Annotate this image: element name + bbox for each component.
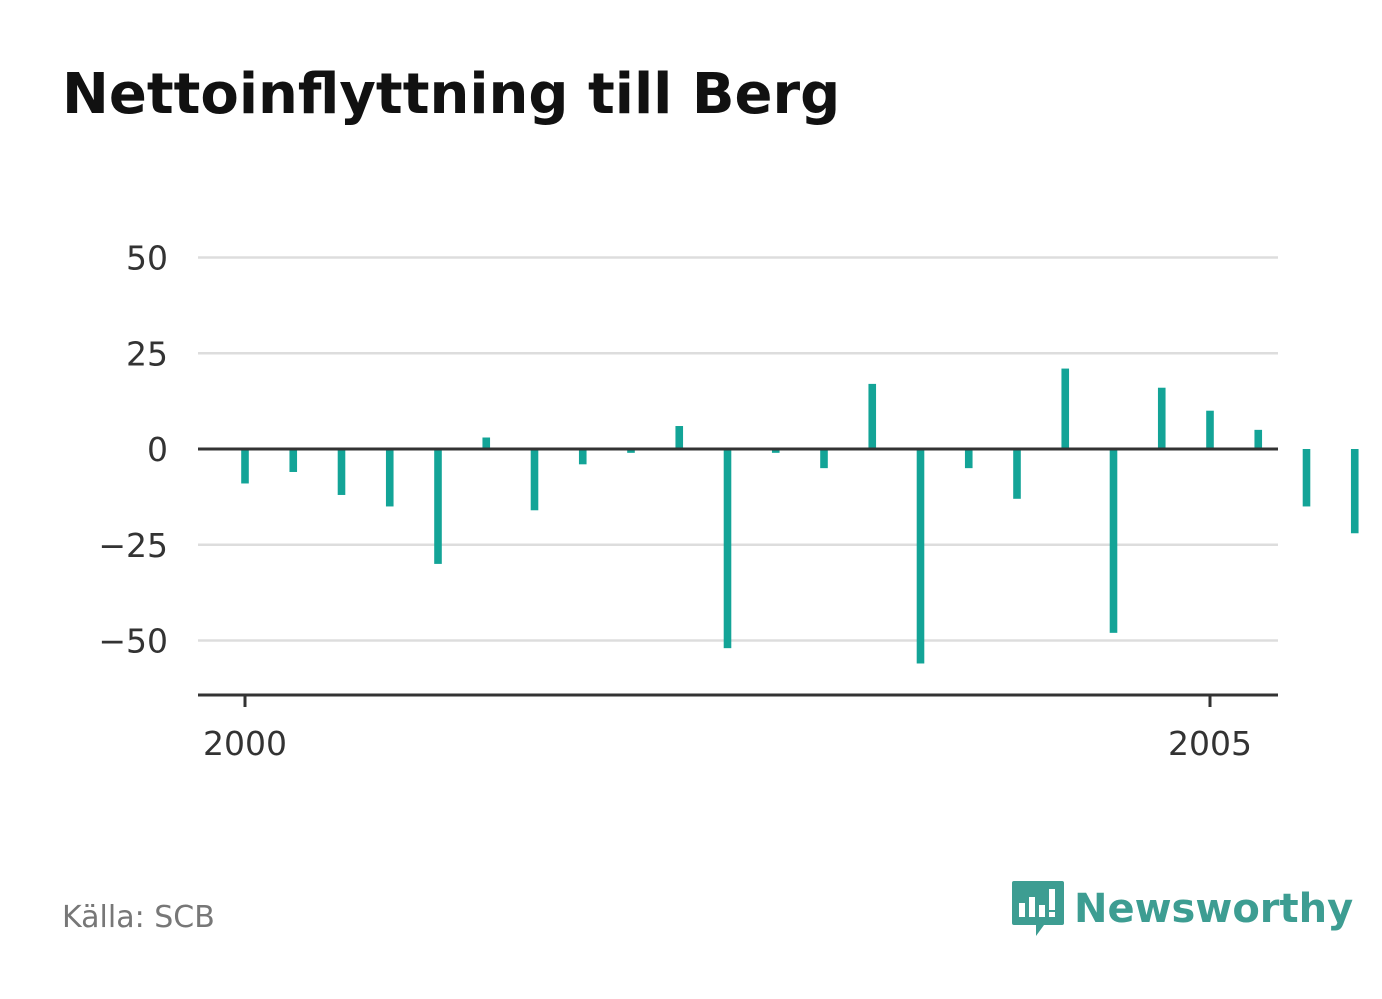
bar [337,449,346,495]
gridlines [198,256,1278,642]
y-tick-label: 50 [126,239,168,278]
bar [241,449,249,484]
bar [675,426,684,449]
bar [723,449,732,649]
bar [771,449,780,453]
bar [627,449,635,453]
bar [1109,449,1118,633]
chart-title: Nettoinflyttning till Berg [62,62,841,127]
y-tick-label: 0 [147,430,168,469]
y-tick-label: −25 [98,526,168,565]
brand-name: Newsworthy [1074,886,1354,932]
bar [289,449,298,472]
bar [530,449,539,511]
bar [964,449,973,469]
x-tick-label: 2000 [203,724,287,763]
bar [1254,429,1263,449]
bar [434,449,442,564]
bars [241,368,1359,664]
source-note: Källa: SCB [62,900,215,935]
bar [1013,449,1021,499]
bar [385,449,394,507]
axes [198,447,1278,707]
y-tick-labels: 50 25 0 −25 −50 [98,239,168,661]
bar [868,383,877,449]
bar [482,437,491,449]
bar [1061,368,1070,449]
x-tick-label: 2005 [1168,724,1252,763]
bar [578,449,587,465]
y-tick-label: −50 [98,622,168,661]
bar [1157,387,1166,449]
bar [820,449,828,469]
bar [1350,449,1359,534]
bar [1206,410,1214,449]
bar [916,449,925,664]
bar [1302,449,1311,507]
bar-chart-speech-bubble-icon [1012,881,1064,936]
newsworthy-logo: Newsworthy [1010,878,1353,940]
y-tick-label: 25 [126,334,168,373]
x-tick-labels: 200020052010201520202025 [203,724,1252,763]
